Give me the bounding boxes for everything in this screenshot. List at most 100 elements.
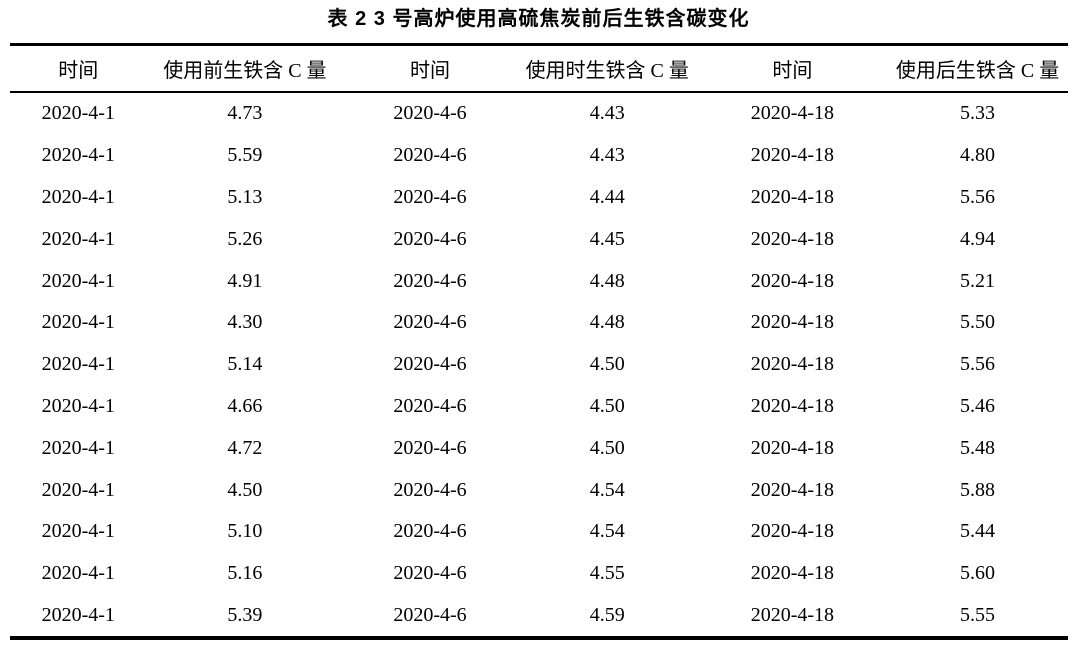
table-cell: 2020-4-6 xyxy=(393,436,467,459)
table-cell: 2020-4-18 xyxy=(750,102,835,125)
table-cell: 2020-4-18 xyxy=(750,562,835,585)
column-header-c-before: 使用前生铁含 C 量 xyxy=(147,44,343,93)
table-cell: 2020-4-6 xyxy=(393,394,467,417)
table-title: 表 2 3 号高炉使用高硫焦炭前后生铁含碳变化 xyxy=(327,8,750,30)
table-cell: 5.13 xyxy=(227,185,263,208)
table-cell: 5.59 xyxy=(227,144,263,167)
table-row: 2020-4-1 4.72 2020-4-6 4.50 2020-4-18 5.48 xyxy=(10,427,1068,469)
table-row: 2020-4-1 5.59 2020-4-6 4.43 2020-4-18 4.80 xyxy=(10,135,1068,177)
table-cell: 2020-4-18 xyxy=(750,436,835,459)
table-cell: 2020-4-18 xyxy=(750,144,835,167)
table-cell: 5.33 xyxy=(960,102,996,125)
table-cell: 2020-4-18 xyxy=(750,353,835,376)
table-cell: 2020-4-1 xyxy=(41,520,115,543)
table-cell: 2020-4-18 xyxy=(750,394,835,417)
table-cell: 2020-4-1 xyxy=(41,269,115,292)
table-cell: 4.45 xyxy=(589,227,625,250)
table-cell: 2020-4-6 xyxy=(393,269,467,292)
table-body: 2020-4-1 4.73 2020-4-6 4.43 2020-4-18 5.33 202… xyxy=(10,92,1068,638)
table-cell: 2020-4-6 xyxy=(393,102,467,125)
table-cell: 5.39 xyxy=(227,603,263,626)
table-row: 2020-4-1 4.73 2020-4-6 4.43 2020-4-18 5.33 xyxy=(10,92,1068,135)
table-cell: 2020-4-1 xyxy=(41,436,115,459)
table-cell: 4.73 xyxy=(227,102,263,125)
table-row: 2020-4-1 4.30 2020-4-6 4.48 2020-4-18 5.50 xyxy=(10,302,1068,344)
table-cell: 2020-4-18 xyxy=(750,227,835,250)
table-row: 2020-4-1 5.14 2020-4-6 4.50 2020-4-18 5.56 xyxy=(10,344,1068,386)
column-header-c-after: 使用后生铁含 C 量 xyxy=(887,44,1068,93)
column-header-time-before: 时间 xyxy=(9,44,148,93)
table-cell: 2020-4-1 xyxy=(41,227,115,250)
table-header-row: 时间 使用前生铁含 C 量 时间 使用时生铁含 C 量 时间 使用后生铁含 C … xyxy=(9,44,1068,93)
table-cell: 2020-4-1 xyxy=(41,353,115,376)
table-cell: 4.43 xyxy=(589,144,625,167)
table-cell: 2020-4-6 xyxy=(393,562,467,585)
table-cell: 4.66 xyxy=(227,394,263,417)
table-row: 2020-4-1 5.13 2020-4-6 4.44 2020-4-18 5.56 xyxy=(10,177,1068,219)
table-cell: 2020-4-6 xyxy=(393,520,467,543)
table-cell: 2020-4-18 xyxy=(750,269,835,292)
table-cell: 2020-4-6 xyxy=(393,185,467,208)
table-cell: 4.80 xyxy=(960,144,996,167)
table-cell: 2020-4-6 xyxy=(393,311,467,334)
table-cell: 2020-4-18 xyxy=(750,185,835,208)
table-cell: 5.44 xyxy=(960,520,996,543)
table-cell: 2020-4-1 xyxy=(41,603,115,626)
table-cell: 4.50 xyxy=(589,394,625,417)
table-cell: 2020-4-6 xyxy=(393,353,467,376)
table-cell: 5.88 xyxy=(960,478,996,501)
table-cell: 2020-4-6 xyxy=(393,144,467,167)
table-row: 2020-4-1 5.26 2020-4-6 4.45 2020-4-18 4.94 xyxy=(10,218,1068,260)
table-cell: 4.50 xyxy=(589,436,625,459)
table-cell: 4.91 xyxy=(227,269,263,292)
column-header-time-after: 时间 xyxy=(697,44,888,93)
table-cell: 5.48 xyxy=(960,436,996,459)
table-cell: 4.50 xyxy=(227,478,263,501)
table-cell: 5.56 xyxy=(960,185,996,208)
table-cell: 2020-4-18 xyxy=(750,478,835,501)
table-cell: 2020-4-18 xyxy=(750,520,835,543)
table-cell: 5.55 xyxy=(960,603,996,626)
table-cell: 4.59 xyxy=(589,603,625,626)
table-cell: 5.14 xyxy=(227,353,263,376)
table-cell: 5.10 xyxy=(227,520,263,543)
table-cell: 5.26 xyxy=(227,227,263,250)
table-cell: 4.72 xyxy=(227,436,263,459)
table-row: 2020-4-1 5.39 2020-4-6 4.59 2020-4-18 5.55 xyxy=(10,595,1068,639)
table-cell: 4.43 xyxy=(589,102,625,125)
table-cell: 2020-4-6 xyxy=(393,227,467,250)
table-cell: 4.30 xyxy=(227,311,263,334)
table-cell: 5.60 xyxy=(960,562,996,585)
table-cell: 2020-4-1 xyxy=(41,311,115,334)
table-cell: 2020-4-1 xyxy=(41,144,115,167)
table-cell: 4.50 xyxy=(589,353,625,376)
table-cell: 5.56 xyxy=(960,353,996,376)
table-cell: 2020-4-6 xyxy=(393,478,467,501)
table-cell: 2020-4-1 xyxy=(41,102,115,125)
table-cell: 2020-4-1 xyxy=(41,185,115,208)
table-cell: 4.48 xyxy=(589,311,625,334)
data-table: 时间 使用前生铁含 C 量 时间 使用时生铁含 C 量 时间 使用后生铁含 C … xyxy=(9,43,1068,641)
table-row: 2020-4-1 4.91 2020-4-6 4.48 2020-4-18 5.21 xyxy=(10,260,1068,302)
table-cell: 5.46 xyxy=(960,394,996,417)
table-row: 2020-4-1 5.10 2020-4-6 4.54 2020-4-18 5.44 xyxy=(10,511,1068,553)
table-cell: 4.54 xyxy=(589,478,625,501)
table-row: 2020-4-1 4.66 2020-4-6 4.50 2020-4-18 5.46 xyxy=(10,386,1068,428)
table-cell: 4.94 xyxy=(960,227,996,250)
table-cell: 4.44 xyxy=(589,185,625,208)
table-row: 2020-4-1 5.16 2020-4-6 4.55 2020-4-18 5.60 xyxy=(10,553,1068,595)
table-cell: 2020-4-18 xyxy=(750,603,835,626)
table-cell: 2020-4-1 xyxy=(41,478,115,501)
table-cell: 5.21 xyxy=(960,269,996,292)
table-cell: 2020-4-6 xyxy=(393,603,467,626)
table-cell: 4.55 xyxy=(589,562,625,585)
table-cell: 4.48 xyxy=(589,269,625,292)
table-cell: 4.54 xyxy=(589,520,625,543)
table-cell: 2020-4-18 xyxy=(750,311,835,334)
column-header-time-during: 时间 xyxy=(342,44,518,93)
table-cell: 2020-4-1 xyxy=(41,394,115,417)
table-cell: 5.50 xyxy=(960,311,996,334)
table-cell: 2020-4-1 xyxy=(41,562,115,585)
table-row: 2020-4-1 4.50 2020-4-6 4.54 2020-4-18 5.88 xyxy=(10,469,1068,511)
column-header-c-during: 使用时生铁含 C 量 xyxy=(517,44,698,93)
